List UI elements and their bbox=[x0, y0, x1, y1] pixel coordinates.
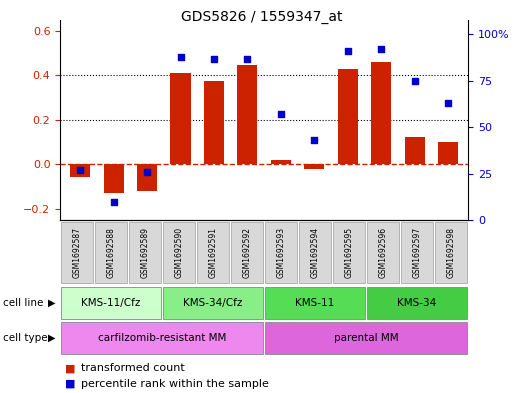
Point bbox=[377, 46, 385, 53]
Text: GSM1692589: GSM1692589 bbox=[141, 227, 150, 278]
FancyBboxPatch shape bbox=[163, 287, 263, 318]
Text: cell line: cell line bbox=[3, 298, 43, 308]
Text: ▶: ▶ bbox=[48, 298, 55, 308]
Text: KMS-11/Cfz: KMS-11/Cfz bbox=[82, 298, 141, 308]
Text: KMS-34: KMS-34 bbox=[397, 298, 437, 308]
Text: GSM1692588: GSM1692588 bbox=[107, 227, 116, 278]
FancyBboxPatch shape bbox=[367, 222, 399, 283]
Text: KMS-34/Cfz: KMS-34/Cfz bbox=[184, 298, 243, 308]
Point bbox=[76, 167, 84, 173]
Text: GSM1692590: GSM1692590 bbox=[175, 227, 184, 278]
FancyBboxPatch shape bbox=[299, 222, 331, 283]
FancyBboxPatch shape bbox=[163, 222, 195, 283]
FancyBboxPatch shape bbox=[61, 287, 161, 318]
FancyBboxPatch shape bbox=[435, 222, 467, 283]
Text: GSM1692587: GSM1692587 bbox=[73, 227, 82, 278]
Point bbox=[310, 137, 319, 143]
FancyBboxPatch shape bbox=[265, 287, 365, 318]
Point bbox=[143, 169, 151, 175]
Bar bbox=[237, 65, 257, 164]
FancyBboxPatch shape bbox=[129, 222, 161, 283]
Point bbox=[243, 55, 252, 62]
Bar bbox=[271, 160, 291, 164]
Point bbox=[444, 100, 452, 106]
Bar bbox=[204, 81, 224, 164]
Bar bbox=[104, 164, 123, 193]
FancyBboxPatch shape bbox=[197, 222, 229, 283]
FancyBboxPatch shape bbox=[231, 222, 263, 283]
Text: transformed count: transformed count bbox=[81, 364, 185, 373]
Text: GSM1692591: GSM1692591 bbox=[209, 227, 218, 278]
Bar bbox=[304, 164, 324, 169]
Bar bbox=[405, 137, 425, 164]
Text: GSM1692596: GSM1692596 bbox=[379, 227, 388, 278]
Text: GSM1692593: GSM1692593 bbox=[277, 227, 286, 278]
FancyBboxPatch shape bbox=[367, 287, 467, 318]
Text: carfilzomib-resistant MM: carfilzomib-resistant MM bbox=[98, 333, 226, 343]
Text: GSM1692598: GSM1692598 bbox=[447, 227, 456, 278]
Point bbox=[277, 111, 285, 118]
FancyBboxPatch shape bbox=[401, 222, 433, 283]
FancyBboxPatch shape bbox=[61, 222, 93, 283]
Point bbox=[344, 48, 352, 54]
Text: cell type: cell type bbox=[3, 333, 47, 343]
Point bbox=[176, 53, 185, 60]
Point bbox=[109, 198, 118, 205]
FancyBboxPatch shape bbox=[265, 222, 297, 283]
Point bbox=[210, 55, 218, 62]
Bar bbox=[70, 164, 90, 177]
Text: GSM1692597: GSM1692597 bbox=[413, 227, 422, 278]
Point bbox=[411, 78, 419, 84]
Bar bbox=[338, 69, 358, 164]
FancyBboxPatch shape bbox=[333, 222, 365, 283]
Text: GSM1692595: GSM1692595 bbox=[345, 227, 354, 278]
Text: ■: ■ bbox=[65, 364, 79, 373]
Text: ■: ■ bbox=[65, 379, 79, 389]
Text: parental MM: parental MM bbox=[334, 333, 399, 343]
Text: percentile rank within the sample: percentile rank within the sample bbox=[81, 379, 269, 389]
Bar bbox=[137, 164, 157, 191]
FancyBboxPatch shape bbox=[61, 322, 263, 354]
Text: GSM1692592: GSM1692592 bbox=[243, 227, 252, 278]
FancyBboxPatch shape bbox=[265, 322, 467, 354]
Bar bbox=[170, 73, 190, 164]
Text: KMS-11: KMS-11 bbox=[295, 298, 335, 308]
Text: GDS5826 / 1559347_at: GDS5826 / 1559347_at bbox=[181, 10, 342, 24]
Text: ▶: ▶ bbox=[48, 333, 55, 343]
Text: GSM1692594: GSM1692594 bbox=[311, 227, 320, 278]
FancyBboxPatch shape bbox=[95, 222, 127, 283]
Bar bbox=[371, 62, 391, 164]
Bar bbox=[438, 142, 458, 164]
